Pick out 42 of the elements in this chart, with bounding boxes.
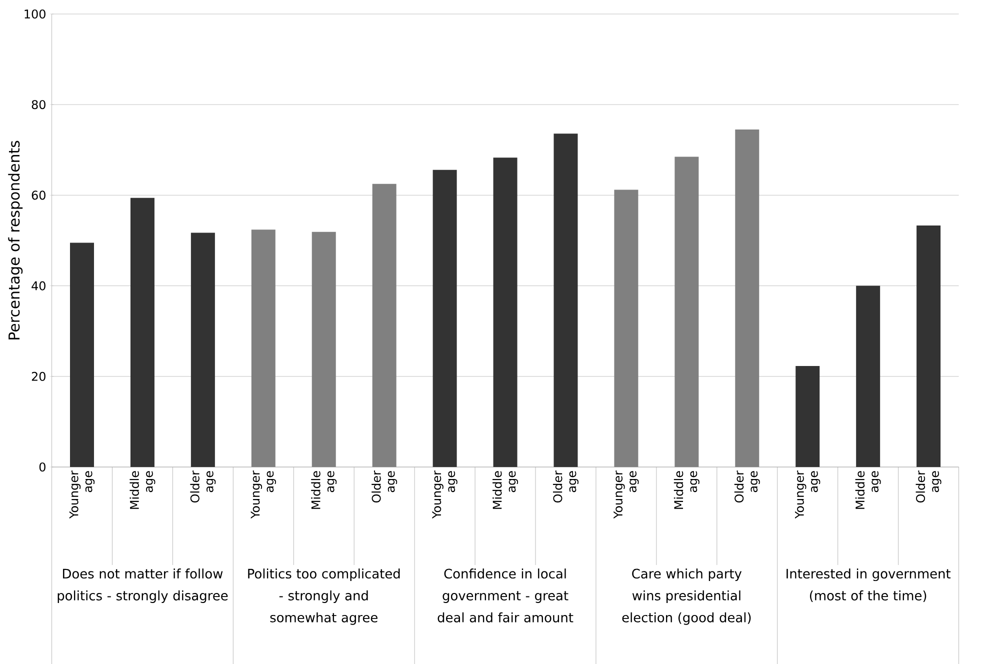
bar bbox=[674, 156, 699, 467]
text: Confidence in local government - great deal and fair amount bbox=[438, 568, 574, 622]
x-tick-label: Older age bbox=[734, 470, 760, 502]
text: Politics too complicated - strongly and somewhat agree bbox=[248, 568, 400, 625]
x-tick-label: Younger age bbox=[795, 470, 820, 519]
x-tick-label: Older age bbox=[190, 470, 216, 502]
x-tick-label: Middle age bbox=[492, 471, 518, 509]
bar bbox=[70, 242, 94, 467]
text: Care which party wins presidential election (good deal) bbox=[622, 568, 751, 625]
x-tick-label: Younger age bbox=[69, 470, 95, 519]
y-tick-label: 40 bbox=[32, 281, 46, 290]
y-axis-title: Percentage of respondents bbox=[8, 140, 23, 340]
x-tick-label: Middle age bbox=[311, 471, 337, 509]
x-tick-label: Middle age bbox=[130, 471, 156, 509]
y-tick-label: 60 bbox=[32, 190, 46, 200]
x-tick-label: Middle age bbox=[674, 471, 700, 509]
x-tick-label: Younger age bbox=[614, 470, 639, 519]
bar bbox=[856, 286, 880, 467]
y-tick-label: 80 bbox=[32, 100, 46, 110]
x-tick-label: Older age bbox=[372, 470, 398, 502]
bar bbox=[614, 190, 638, 467]
y-tick-label: 20 bbox=[32, 372, 46, 381]
bar bbox=[312, 232, 336, 467]
bar bbox=[796, 366, 820, 467]
x-tick-label: Middle age bbox=[855, 471, 881, 509]
text: Interested in government (most of the time) bbox=[786, 568, 951, 602]
x-tick-label: Older age bbox=[916, 470, 942, 502]
bar bbox=[554, 134, 578, 467]
bar bbox=[372, 184, 396, 467]
bar bbox=[251, 230, 276, 467]
x-tick-label: Younger age bbox=[250, 470, 276, 519]
x-tick-label: Younger age bbox=[432, 470, 458, 519]
bar bbox=[130, 198, 154, 467]
x-tick-label: Older age bbox=[552, 470, 578, 502]
text: Does not matter if follow politics - strongly disagree bbox=[58, 568, 228, 603]
bar bbox=[432, 170, 457, 467]
bar bbox=[190, 232, 215, 467]
bar bbox=[493, 158, 518, 467]
bar bbox=[735, 130, 760, 467]
bar bbox=[916, 226, 941, 467]
y-tick-label: 100 bbox=[24, 9, 46, 19]
y-tick-label: 0 bbox=[39, 462, 46, 472]
